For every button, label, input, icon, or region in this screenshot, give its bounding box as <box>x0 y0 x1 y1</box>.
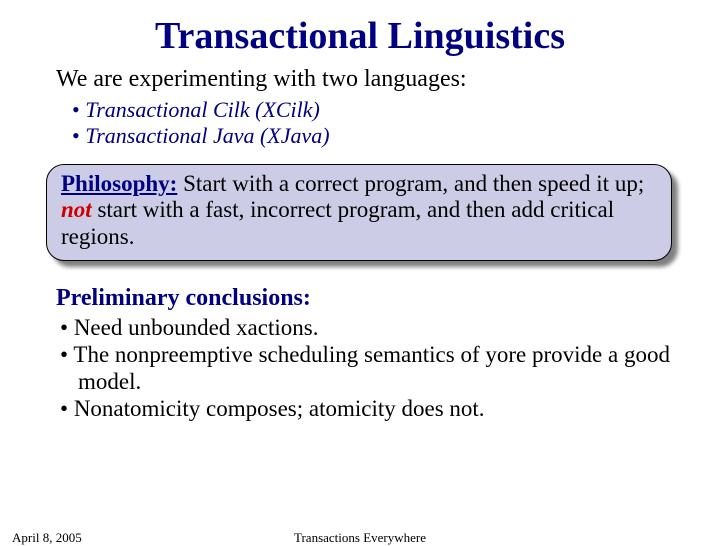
philosophy-heading: Philosophy: <box>61 171 177 196</box>
footer-title: Transactions Everywhere <box>0 530 720 546</box>
prelim-text: Need unbounded xactions. <box>74 315 319 340</box>
philosophy-box: Philosophy: Start with a correct program… <box>46 164 672 261</box>
language-list: • Transactional Cilk (XCilk) • Transacti… <box>56 97 678 150</box>
prelim-text: Nonatomicity composes; atomicity does no… <box>74 396 485 421</box>
language-item: • Transactional Java (XJava) <box>72 123 678 149</box>
language-item: • Transactional Cilk (XCilk) <box>72 97 678 123</box>
philosophy-text: Philosophy: Start with a correct program… <box>61 171 657 250</box>
language-label: Transactional Java (XJava) <box>85 123 329 148</box>
prelim-heading: Preliminary conclusions: <box>56 285 678 312</box>
intro-text: We are experimenting with two languages: <box>56 66 678 93</box>
philosophy-before: Start with a correct program, and then s… <box>177 171 644 196</box>
prelim-item: • Nonatomicity composes; atomicity does … <box>60 395 678 422</box>
philosophy-not: not <box>61 197 92 222</box>
slide-title: Transactional Linguistics <box>0 0 720 66</box>
slide-content: We are experimenting with two languages:… <box>0 66 720 423</box>
language-label: Transactional Cilk (XCilk) <box>85 97 320 122</box>
prelim-text: The nonpreemptive scheduling semantics o… <box>73 342 670 394</box>
prelim-list: • Need unbounded xactions. • The nonpree… <box>56 314 678 423</box>
philosophy-after: start with a fast, incorrect program, an… <box>61 197 614 248</box>
prelim-item: • Need unbounded xactions. <box>60 314 678 341</box>
prelim-item: • The nonpreemptive scheduling semantics… <box>60 341 678 395</box>
